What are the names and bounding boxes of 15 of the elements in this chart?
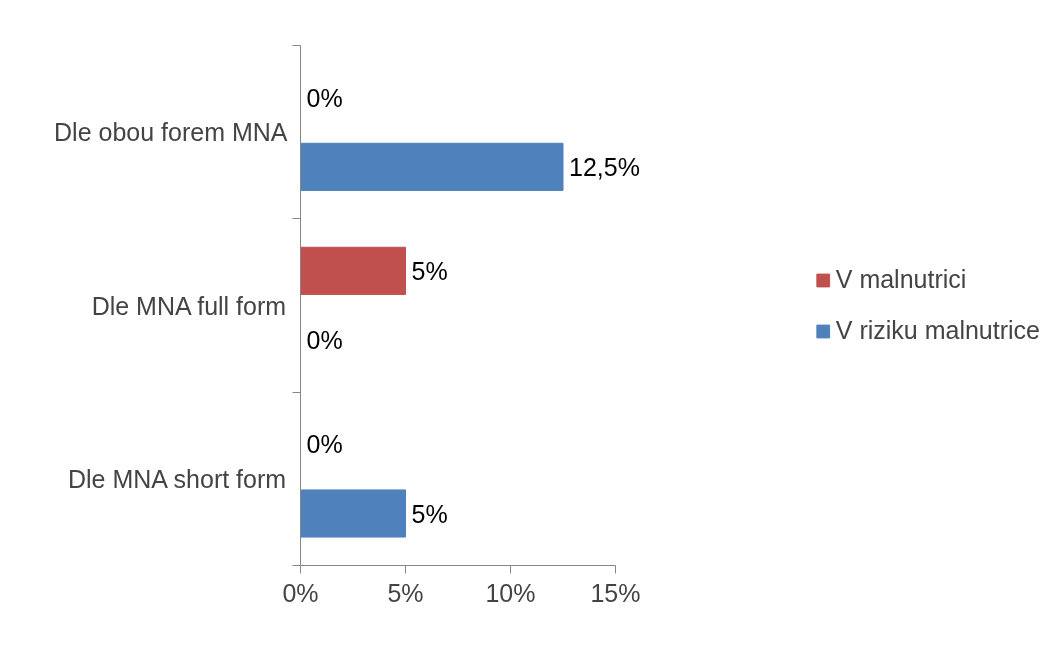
x-tick-label: 5%: [387, 578, 424, 607]
legend-label: V riziku malnutrice: [835, 316, 1040, 345]
legend-label: V malnutrici: [835, 265, 967, 294]
x-tick-label: 15%: [590, 578, 641, 607]
y-tick-label: Dle obou forem MNA: [54, 118, 288, 147]
data-label: 12,5%: [569, 152, 640, 181]
data-label: 0%: [306, 83, 343, 112]
data-label: 0%: [306, 326, 343, 355]
y-tick-label: Dle MNA full form: [91, 291, 287, 320]
data-label: 0%: [306, 430, 343, 459]
data-label: 5%: [411, 499, 448, 528]
x-tick-label: 10%: [485, 578, 536, 607]
x-tick-label: 0%: [282, 578, 319, 607]
y-tick-label: Dle MNA short form: [68, 464, 287, 493]
data-label: 5%: [411, 256, 448, 285]
